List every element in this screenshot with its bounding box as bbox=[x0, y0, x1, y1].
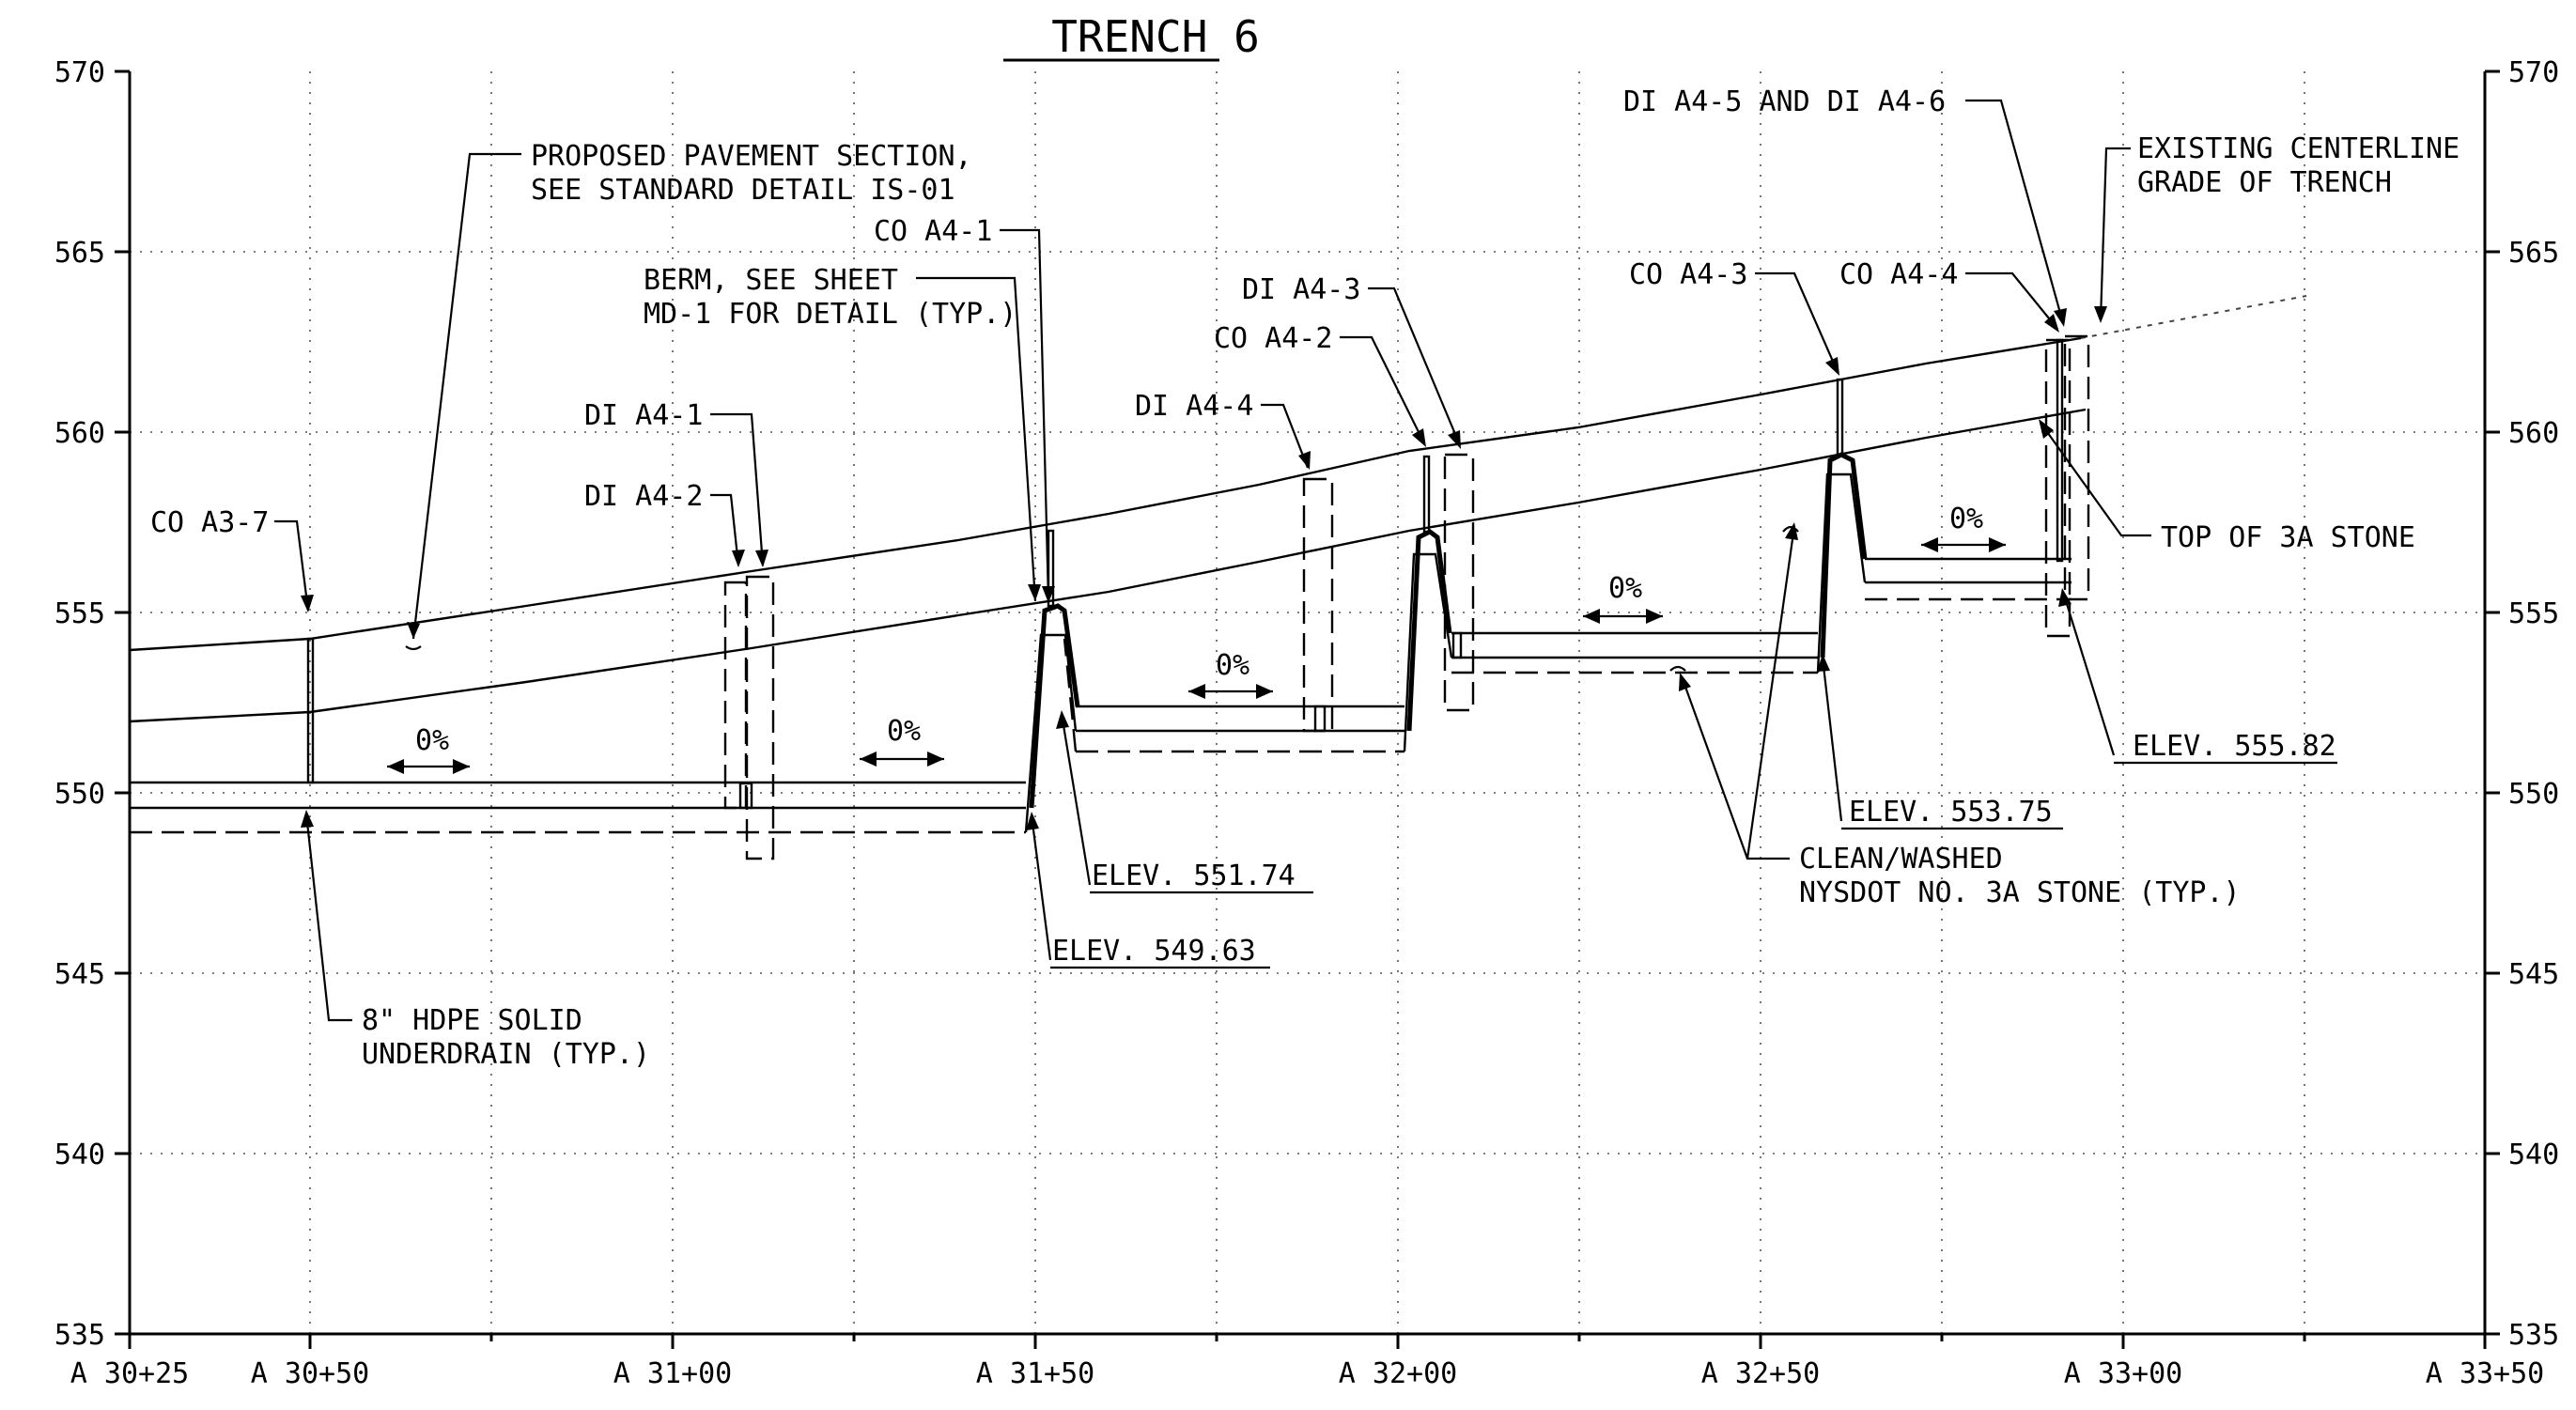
slope-label: 0% bbox=[415, 724, 449, 757]
drain-inlet-di-a4-3 bbox=[1443, 453, 1475, 712]
label-co-a4-4: CO A4-4 bbox=[1839, 258, 1958, 291]
y-tick-label: 550 bbox=[2508, 778, 2559, 811]
y-tick-label: 560 bbox=[2508, 417, 2559, 450]
elev-549-63: ELEV. 549.63 bbox=[1052, 935, 1256, 968]
elev-555-82: ELEV. 555.82 bbox=[2133, 730, 2336, 763]
x-tick-label: A 30+50 bbox=[251, 1357, 369, 1390]
elev-551-74: ELEV. 551.74 bbox=[1092, 860, 1296, 892]
y-tick-label: 560 bbox=[54, 417, 105, 450]
note-underdrain-line2: UNDERDRAIN (TYP.) bbox=[362, 1038, 650, 1071]
drain-inlet-di-a4-6 bbox=[2063, 334, 2090, 601]
note-existing-line2: GRADE OF TRENCH bbox=[2137, 166, 2392, 199]
label-di-a4-2: DI A4-2 bbox=[584, 480, 703, 513]
y-tick-label: 555 bbox=[2508, 597, 2559, 630]
x-tick-label: A 30+25 bbox=[70, 1357, 189, 1390]
note-pavement-line1: PROPOSED PAVEMENT SECTION, bbox=[531, 140, 972, 173]
annotations: PROPOSED PAVEMENT SECTION, SEE STANDARD … bbox=[150, 85, 2460, 1071]
y-axis-labels-left: 570 565 560 555 550 545 540 535 bbox=[54, 56, 105, 1352]
x-tick-label: A 32+00 bbox=[1339, 1357, 1457, 1390]
berms bbox=[1024, 452, 1868, 833]
label-di-a4-1: DI A4-1 bbox=[584, 399, 703, 432]
x-tick-label: A 32+50 bbox=[1701, 1357, 1820, 1390]
note-berm-line1: BERM, SEE SHEET bbox=[644, 264, 898, 297]
drain-inlet-di-a4-4 bbox=[1302, 477, 1334, 733]
drain-inlet-di-a4-5 bbox=[2044, 338, 2072, 638]
y-tick-label: 535 bbox=[54, 1319, 105, 1352]
axes-frame bbox=[115, 70, 2500, 1349]
underdrain-pipe bbox=[130, 557, 2072, 834]
proposed-pavement-grade-line bbox=[129, 336, 2082, 652]
y-tick-label: 570 bbox=[2508, 56, 2559, 89]
y-tick-label: 540 bbox=[2508, 1139, 2559, 1171]
y-tick-label: 535 bbox=[2508, 1319, 2559, 1352]
y-tick-label: 545 bbox=[2508, 958, 2559, 991]
label-co-a4-1: CO A4-1 bbox=[874, 215, 992, 248]
cleanout-co-a4-2 bbox=[1422, 455, 1431, 534]
x-axis-labels: A 30+25 A 30+50 A 31+00 A 31+50 A 32+00 … bbox=[70, 1357, 2544, 1390]
y-tick-label: 570 bbox=[54, 56, 105, 89]
drain-inlet-di-a4-1 bbox=[745, 575, 775, 860]
y-axis-labels-right: 570 565 560 555 550 545 540 535 bbox=[2508, 56, 2559, 1352]
drain-inlets bbox=[723, 334, 2090, 860]
label-co-a4-2: CO A4-2 bbox=[1214, 322, 1332, 355]
existing-grade-extension bbox=[2080, 295, 2307, 339]
elev-553-75: ELEV. 553.75 bbox=[1849, 796, 2053, 829]
note-top-of-stone: TOP OF 3A STONE bbox=[2161, 521, 2415, 554]
y-tick-label: 565 bbox=[54, 237, 105, 270]
slope-label: 0% bbox=[1949, 503, 1983, 535]
slope-label: 0% bbox=[887, 715, 921, 748]
note-existing-line1: EXISTING CENTERLINE bbox=[2137, 132, 2460, 165]
slope-label: 0% bbox=[1216, 649, 1249, 682]
cleanout-co-a3-7 bbox=[306, 637, 315, 784]
drawing-title: TRENCH 6 bbox=[1051, 11, 1260, 62]
label-di-a4-5-and-a4-6: DI A4-5 AND DI A4-6 bbox=[1623, 85, 1946, 118]
label-di-a4-4: DI A4-4 bbox=[1135, 390, 1253, 423]
x-tick-label: A 33+50 bbox=[2426, 1357, 2544, 1390]
y-tick-label: 550 bbox=[54, 778, 105, 811]
note-stone-line2: NYSDOT NO. 3A STONE (TYP.) bbox=[1799, 876, 2241, 909]
y-tick-label: 545 bbox=[54, 958, 105, 991]
slope-indicators: 0% 0% 0% 0% 0% bbox=[387, 503, 2006, 774]
y-tick-label: 555 bbox=[54, 597, 105, 630]
label-di-a4-3: DI A4-3 bbox=[1242, 273, 1360, 306]
cleanout-co-a4-3 bbox=[1836, 378, 1844, 457]
label-co-a3-7: CO A3-7 bbox=[150, 506, 269, 539]
grid bbox=[130, 71, 2485, 1334]
note-berm-line2: MD-1 FOR DETAIL (TYP.) bbox=[644, 298, 1016, 331]
note-underdrain-line1: 8" HDPE SOLID bbox=[362, 1004, 582, 1037]
y-tick-label: 540 bbox=[54, 1139, 105, 1171]
x-tick-label: A 31+00 bbox=[613, 1357, 732, 1390]
drain-inlet-di-a4-2 bbox=[723, 581, 748, 810]
top-of-stone-line bbox=[129, 408, 2087, 723]
note-stone-line1: CLEAN/WASHED bbox=[1799, 843, 2003, 875]
x-tick-label: A 33+00 bbox=[2064, 1357, 2182, 1390]
note-pavement-line2: SEE STANDARD DETAIL IS-01 bbox=[531, 174, 955, 207]
x-tick-label: A 31+50 bbox=[976, 1357, 1094, 1390]
label-co-a4-3: CO A4-3 bbox=[1629, 258, 1747, 291]
elevation-underlines bbox=[1050, 761, 2337, 969]
slope-label: 0% bbox=[1608, 572, 1642, 605]
leader-lines bbox=[274, 99, 2151, 1022]
y-tick-label: 565 bbox=[2508, 237, 2559, 270]
